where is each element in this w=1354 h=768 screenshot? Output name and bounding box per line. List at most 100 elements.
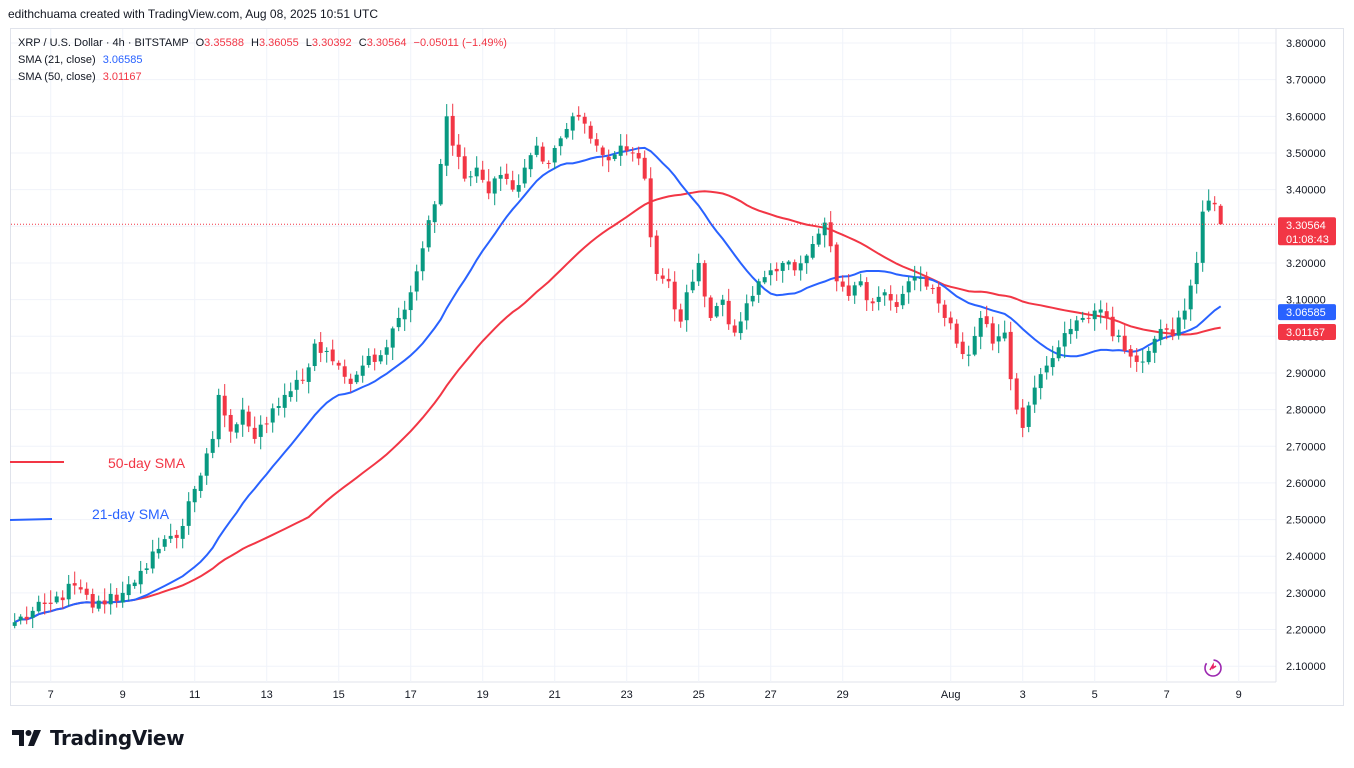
candle-body-down <box>336 362 341 366</box>
candle-body-up <box>558 138 563 147</box>
candle-body-down <box>894 302 899 307</box>
x-tick-label: 23 <box>621 689 633 701</box>
candle-body-up <box>192 488 197 503</box>
candle-body-up <box>516 185 521 192</box>
tradingview-logo[interactable]: TradingView <box>12 726 185 750</box>
candle-body-down <box>600 147 605 155</box>
candle-body-up <box>858 281 863 286</box>
candle-body-down <box>264 423 269 425</box>
candle-body-up <box>798 263 803 271</box>
sma21-series <box>14 146 1222 624</box>
candle-body-up <box>396 317 401 328</box>
candle-body-down <box>246 411 251 427</box>
candle-body-down <box>60 597 65 601</box>
candle-body-up <box>1140 361 1145 363</box>
replay-icon[interactable] <box>1200 656 1226 680</box>
y-tick-label: 2.10000 <box>1286 661 1326 673</box>
candle-body-down <box>78 587 83 590</box>
candle-body-up <box>132 582 137 587</box>
candle-body-down <box>174 534 179 538</box>
candle-body-down <box>666 278 671 282</box>
candle-body-down <box>648 178 653 238</box>
candle-body-down <box>636 153 641 159</box>
candle-body-up <box>882 292 887 296</box>
candle-body-down <box>828 222 833 247</box>
candle-body-down <box>948 317 953 324</box>
candle-body-up <box>144 568 149 571</box>
candle-body-up <box>108 593 113 605</box>
legend-sma21-label[interactable]: SMA (21, close) <box>18 54 96 66</box>
candle-body-up <box>492 178 497 194</box>
candle-body-down <box>924 276 929 287</box>
candle-body-up <box>564 128 569 138</box>
legend-low-label: L <box>305 37 312 49</box>
candle-body-down <box>372 354 377 362</box>
legend-sma50-label[interactable]: SMA (50, close) <box>18 71 96 83</box>
candle-body-down <box>72 583 77 586</box>
candle-body-down <box>984 316 989 325</box>
candle-body-down <box>114 594 119 601</box>
last-price-tag-text: 01:08:43 <box>1286 234 1329 246</box>
y-tick-label: 2.40000 <box>1286 551 1326 563</box>
candle-body-up <box>756 281 761 295</box>
candle-body-down <box>462 156 467 179</box>
candle-body-up <box>1044 365 1049 373</box>
candle-body-down <box>102 600 107 605</box>
x-tick-label: 3 <box>1020 689 1026 701</box>
candle-body-up <box>384 347 389 355</box>
candle-body-up <box>1176 317 1181 336</box>
x-tick-label: 9 <box>120 689 126 701</box>
candle-body-up <box>978 317 983 337</box>
candle-body-up <box>762 277 767 283</box>
x-tick-label: 9 <box>1236 689 1242 701</box>
chart-credit: edithchuama created with TradingView.com… <box>8 7 379 21</box>
y-tick-label: 3.50000 <box>1286 148 1326 160</box>
y-tick-label: 2.30000 <box>1286 588 1326 600</box>
x-tick-label: 17 <box>405 689 417 701</box>
candle-body-down <box>630 152 635 154</box>
candle-body-down <box>1086 317 1091 319</box>
candle-body-up <box>1116 335 1121 337</box>
candle-body-up <box>276 406 281 408</box>
candle-body-up <box>720 299 725 305</box>
legend-symbol[interactable]: XRP / U.S. Dollar · 4h · BITSTAMP <box>18 37 189 49</box>
brand-name: TradingView <box>50 726 185 750</box>
candle-body-up <box>426 220 431 248</box>
candle-body-up <box>240 409 245 425</box>
candle-body-down <box>708 297 713 318</box>
sma50-annotation: 50-day SMA <box>108 455 186 471</box>
candle-body-up <box>438 163 443 205</box>
candle-body-up <box>168 535 173 539</box>
candle-body-down <box>654 235 659 274</box>
legend-close: 3.30564 <box>366 37 407 49</box>
candle-body-up <box>126 584 131 596</box>
candle-body-down <box>1020 407 1025 428</box>
candle-body-up <box>366 355 371 366</box>
candle-body-up <box>138 570 143 585</box>
candle-body-down <box>960 341 965 355</box>
chart-frame[interactable] <box>10 28 1344 706</box>
x-tick-label: Aug <box>941 689 961 701</box>
time-axis: 7 9 11 13 15 17 19 21 23 25 27 29 Aug 3 5 7 9 <box>48 689 1242 701</box>
candle-body-up <box>612 154 617 159</box>
y-tick-label: 3.40000 <box>1286 185 1326 197</box>
candle-body-down <box>228 414 233 432</box>
candle-body-down <box>1128 349 1133 357</box>
candle-body-down <box>486 181 491 194</box>
y-tick-label: 2.90000 <box>1286 368 1326 380</box>
candle-body-up <box>810 243 815 258</box>
legend-open: 3.35588 <box>204 37 244 49</box>
candle-body-up <box>96 600 101 609</box>
candle-body-down <box>792 262 797 271</box>
candle-body-up <box>354 374 359 383</box>
legend-high-label: H <box>251 37 259 49</box>
candle-body-up <box>1182 310 1187 320</box>
candle-body-up <box>1038 374 1043 389</box>
candle-body-up <box>912 276 917 281</box>
candle-body-up <box>186 501 191 526</box>
candle-body-down <box>588 125 593 139</box>
y-tick-label: 2.80000 <box>1286 405 1326 417</box>
legend-open-label: O <box>195 37 205 49</box>
candle-body-up <box>420 248 425 272</box>
